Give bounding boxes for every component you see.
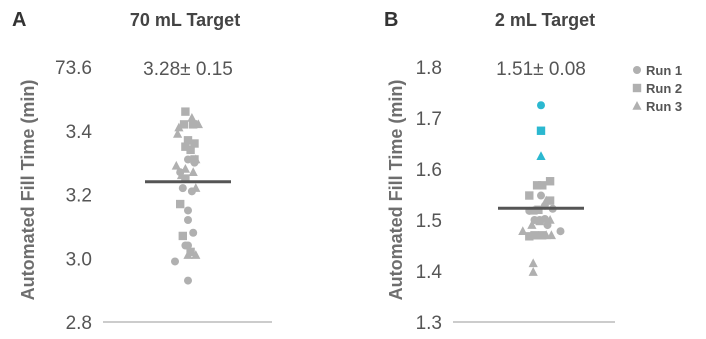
data-point-circle: [184, 276, 192, 285]
data-point-triangle: [518, 226, 528, 236]
data-point-square: [190, 139, 199, 148]
data-point-square: [535, 216, 544, 226]
data-point-triangle: [173, 128, 183, 138]
legend-label: Run 1: [646, 63, 682, 78]
y-tick-label: 73.6: [55, 58, 92, 79]
data-point-circle: [184, 241, 192, 250]
data-point-square: [525, 232, 534, 241]
data-point-square: [534, 205, 543, 214]
legend-triangle-marker: [632, 101, 642, 110]
chart-panel-a: A 70 mL Target Automated Fill Time (min) 73…: [12, 9, 272, 334]
y-tick-label: 3.2: [66, 186, 92, 207]
legend-circle-marker: [633, 66, 641, 74]
data-point-square: [176, 199, 185, 209]
data-point-square: [186, 145, 195, 155]
data-point-square: [183, 136, 193, 145]
panel-title: 2 mL Target: [495, 10, 595, 30]
data-point-circle: [171, 257, 179, 266]
data-point-triangle: [545, 215, 555, 224]
panel-letter: B: [384, 9, 398, 31]
y-tick-label: 1.4: [416, 262, 443, 283]
data-point-square: [178, 231, 187, 241]
data-point-circle: [178, 184, 187, 193]
panel-title: 70 mL Target: [130, 10, 240, 30]
data-point-triangle: [183, 250, 193, 259]
data-point-square: [186, 247, 195, 257]
data-point-triangle-highlight: [536, 151, 546, 161]
chart-panel-b: B 2 mL Target Automated Fill Time (min) 1.8…: [384, 9, 682, 334]
data-point-square: [538, 231, 547, 240]
data-point-triangle: [187, 113, 197, 122]
data-point-square: [530, 231, 539, 240]
data-point-triangle: [180, 164, 190, 173]
data-point-square-highlight: [536, 126, 546, 135]
data-point-circle: [184, 216, 192, 224]
data-point-square: [189, 120, 198, 129]
data-point-triangle: [546, 230, 556, 240]
data-point-triangle: [541, 195, 551, 205]
data-point-square: [532, 181, 542, 190]
legend-label: Run 3: [646, 99, 682, 114]
data-point-circle-highlight: [537, 101, 545, 110]
data-point-triangle: [171, 160, 181, 170]
legend: Run 1 Run 2 Run 3: [632, 63, 682, 114]
data-point-triangle: [191, 250, 201, 259]
y-tick-label: 1.6: [416, 160, 442, 181]
data-point-triangle: [528, 205, 538, 215]
data-point-triangle: [527, 220, 537, 229]
data-point-square: [538, 181, 547, 190]
data-point-triangle: [188, 167, 198, 176]
data-point-circle: [184, 155, 192, 164]
y-axis-label: Automated Fill Time (min): [18, 80, 38, 301]
data-point-square: [181, 142, 190, 151]
data-point-square: [525, 191, 534, 200]
data-point-triangle: [191, 154, 201, 164]
data-point-circle: [537, 191, 545, 200]
data-point-circle: [556, 227, 565, 236]
y-tick-label: 3.4: [66, 122, 93, 143]
data-point-square: [181, 107, 190, 116]
data-point-square: [545, 196, 555, 205]
mean-sd-annotation: 3.28± 0.15: [143, 59, 233, 80]
y-tick-label: 1.7: [416, 109, 442, 130]
legend-label: Run 2: [646, 81, 682, 96]
y-tick-label: 1.3: [416, 313, 442, 334]
data-point-triangle: [528, 258, 538, 268]
y-tick-label: 1.8: [416, 58, 442, 79]
legend-square-marker: [632, 83, 642, 93]
data-point-triangle: [193, 119, 203, 129]
data-point-circle: [184, 206, 192, 215]
y-tick-label: 1.5: [416, 211, 442, 232]
data-point-square: [179, 120, 189, 129]
data-point-triangle: [528, 267, 538, 276]
mean-sd-annotation: 1.51± 0.08: [496, 59, 586, 80]
y-tick-label: 3.0: [66, 249, 92, 270]
y-tick-label: 2.8: [66, 313, 92, 334]
y-axis-label: Automated Fill Time (min): [386, 80, 406, 301]
data-point-square: [545, 177, 555, 186]
panel-letter: A: [12, 9, 26, 31]
data-point-triangle: [176, 170, 187, 180]
data-point-triangle: [174, 122, 184, 132]
data-point-circle: [189, 228, 198, 237]
data-point-triangle: [191, 183, 201, 192]
